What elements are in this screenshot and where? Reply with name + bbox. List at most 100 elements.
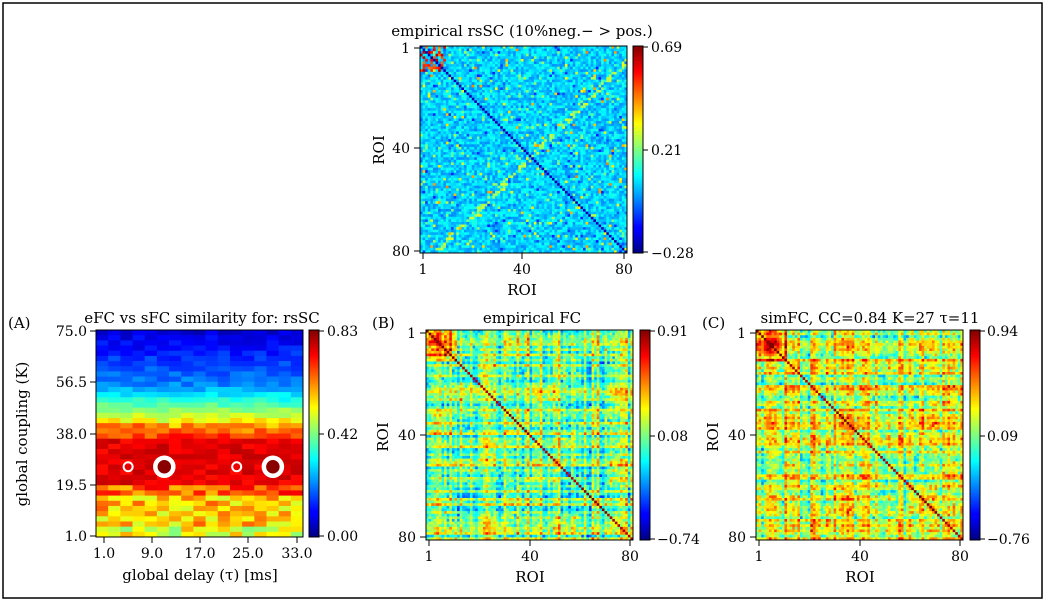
heatmap-cell <box>446 72 449 75</box>
heatmap-cell <box>542 100 545 103</box>
heatmap-cell <box>596 93 599 96</box>
heatmap-cell <box>578 139 581 142</box>
heatmap-cell <box>456 157 459 160</box>
heatmap-cell <box>425 181 428 184</box>
heatmap-cell <box>549 100 552 103</box>
heatmap-cell <box>446 49 449 52</box>
heatmap-cell <box>552 193 555 196</box>
heatmap-cell <box>511 56 514 59</box>
heatmap-cell <box>503 178 506 181</box>
heatmap-cell <box>573 59 576 62</box>
heatmap-cell <box>549 183 552 186</box>
heatmap-cell <box>495 106 498 109</box>
heatmap-cell <box>474 72 477 75</box>
heatmap-cell <box>443 95 446 98</box>
heatmap-cell <box>438 95 441 98</box>
heatmap-cell <box>423 181 426 184</box>
heatmap-cell <box>606 144 609 147</box>
heatmap-cell <box>446 111 449 114</box>
heatmap-cell <box>570 67 573 70</box>
heatmap-cell <box>547 113 550 116</box>
heatmap-cell <box>518 181 521 184</box>
heatmap-cell <box>565 77 568 80</box>
heatmap-cell <box>614 93 617 96</box>
heatmap-cell <box>477 74 480 77</box>
heatmap-cell <box>542 181 545 184</box>
heatmap-cell <box>436 72 439 75</box>
heatmap-cell <box>547 196 550 199</box>
heatmap-cell <box>430 175 433 178</box>
heatmap-cell <box>575 139 578 142</box>
heatmap-cell <box>464 139 467 142</box>
heatmap-cell <box>606 168 609 171</box>
heatmap-cell <box>609 72 612 75</box>
heatmap-cell <box>573 131 576 134</box>
heatmap-cell <box>557 165 560 168</box>
heatmap-cell <box>557 160 560 163</box>
heatmap-cell <box>580 82 583 85</box>
heatmap-cell <box>593 77 596 80</box>
heatmap-cell <box>591 111 594 114</box>
heatmap-cell <box>441 168 444 171</box>
heatmap-cell <box>485 129 488 132</box>
heatmap-cell <box>487 150 490 153</box>
heatmap-cell <box>430 155 433 158</box>
heatmap-cell <box>534 162 537 165</box>
heatmap-cell <box>575 191 578 194</box>
heatmap-cell <box>593 108 596 111</box>
heatmap-cell <box>573 173 576 176</box>
heatmap-cell <box>472 199 475 202</box>
heatmap-cell <box>611 193 614 196</box>
heatmap-cell <box>472 100 475 103</box>
heatmap-cell <box>542 111 545 114</box>
heatmap-cell <box>490 69 493 72</box>
heatmap-cell <box>531 204 534 207</box>
heatmap-cell <box>487 59 490 62</box>
heatmap-cell <box>459 72 462 75</box>
heatmap-cell <box>562 85 565 88</box>
heatmap-cell <box>508 111 511 114</box>
heatmap-cell <box>454 139 457 142</box>
heatmap-cell <box>604 139 607 142</box>
heatmap-cell <box>596 129 599 132</box>
heatmap-cell <box>472 72 475 75</box>
heatmap-cell <box>611 72 614 75</box>
heatmap-cell <box>454 137 457 140</box>
heatmap-cell <box>500 54 503 57</box>
heatmap-cell <box>433 64 436 67</box>
heatmap-cell <box>591 150 594 153</box>
heatmap-cell <box>536 69 539 72</box>
heatmap-cell <box>503 82 506 85</box>
heatmap-cell <box>570 69 573 72</box>
heatmap-cell <box>490 193 493 196</box>
heatmap-cell <box>500 69 503 72</box>
heatmap-cell <box>531 201 534 204</box>
heatmap-cell <box>536 137 539 140</box>
heatmap-cell <box>567 90 570 93</box>
heatmap-cell <box>436 183 439 186</box>
heatmap-cell <box>539 175 542 178</box>
heatmap-cell <box>505 155 508 158</box>
heatmap-cell <box>443 82 446 85</box>
heatmap-cell <box>482 139 485 142</box>
heatmap-cell <box>580 72 583 75</box>
heatmap-cell <box>604 183 607 186</box>
heatmap-cell <box>526 85 529 88</box>
heatmap-cell <box>557 111 560 114</box>
heatmap-cell <box>503 183 506 186</box>
heatmap-cell <box>565 103 568 106</box>
heatmap-cell <box>441 181 444 184</box>
heatmap-cell <box>544 108 547 111</box>
heatmap-cell <box>617 126 620 129</box>
heatmap-cell <box>544 186 547 189</box>
heatmap-cell <box>480 95 483 98</box>
heatmap-cell <box>591 90 594 93</box>
heatmap-cell <box>495 108 498 111</box>
heatmap-cell <box>526 93 529 96</box>
heatmap-cell <box>433 196 436 199</box>
heatmap-cell <box>578 72 581 75</box>
heatmap-cell <box>438 139 441 142</box>
heatmap-cell <box>436 201 439 204</box>
heatmap-cell <box>601 54 604 57</box>
heatmap-cell <box>606 137 609 140</box>
